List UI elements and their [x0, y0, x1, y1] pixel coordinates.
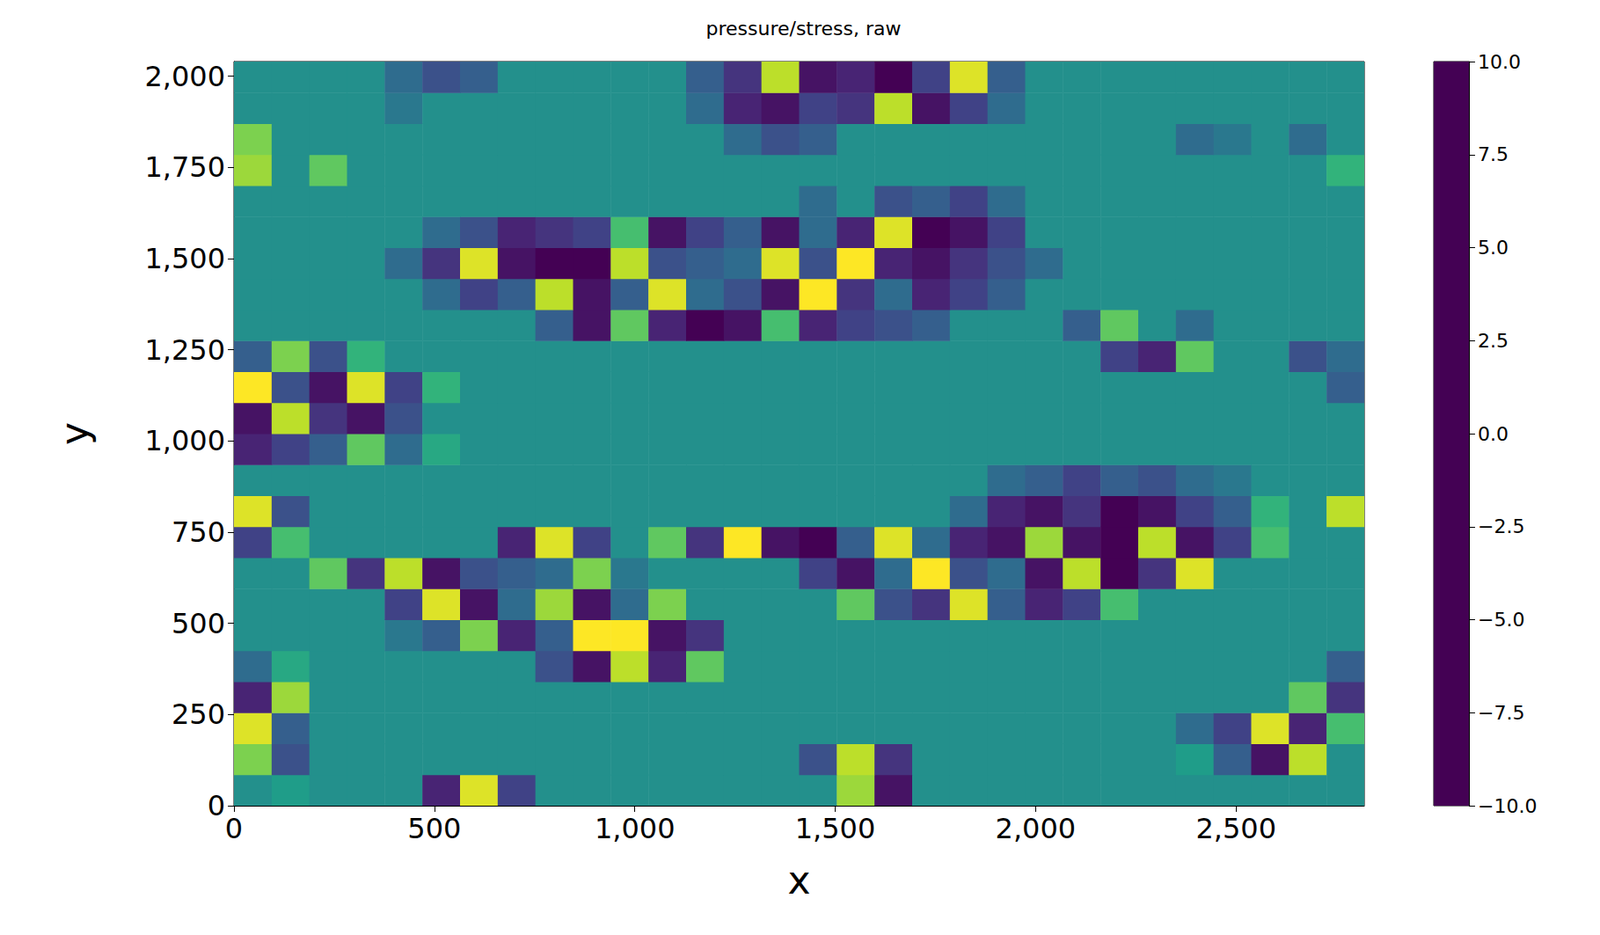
svg-text:1,000: 1,000	[144, 423, 226, 458]
svg-text:1,500: 1,500	[144, 241, 226, 276]
svg-text:pressure/stress, raw: pressure/stress, raw	[705, 17, 901, 40]
svg-text:0.0: 0.0	[1477, 423, 1509, 446]
svg-text:500: 500	[407, 811, 461, 846]
svg-text:2.5: 2.5	[1477, 329, 1509, 352]
svg-text:−10.0: −10.0	[1477, 795, 1537, 818]
svg-text:7.5: 7.5	[1477, 143, 1509, 166]
svg-text:0: 0	[207, 789, 226, 823]
svg-text:0: 0	[225, 811, 243, 846]
svg-text:1,500: 1,500	[795, 811, 877, 846]
svg-text:−7.5: −7.5	[1477, 701, 1525, 724]
svg-text:1,000: 1,000	[594, 811, 676, 846]
svg-text:2,000: 2,000	[995, 811, 1077, 846]
svg-text:5.0: 5.0	[1477, 236, 1509, 259]
svg-text:1,750: 1,750	[144, 150, 226, 184]
svg-text:2,500: 2,500	[1195, 811, 1277, 846]
svg-text:−5.0: −5.0	[1477, 608, 1525, 631]
svg-text:500: 500	[171, 606, 226, 641]
svg-text:−2.5: −2.5	[1477, 515, 1525, 538]
svg-text:y: y	[51, 422, 97, 446]
svg-text:10.0: 10.0	[1477, 51, 1521, 74]
svg-text:250: 250	[171, 697, 226, 731]
svg-text:x: x	[787, 857, 811, 903]
svg-text:2,000: 2,000	[144, 59, 226, 94]
svg-text:750: 750	[171, 515, 226, 549]
svg-text:1,250: 1,250	[144, 333, 226, 367]
